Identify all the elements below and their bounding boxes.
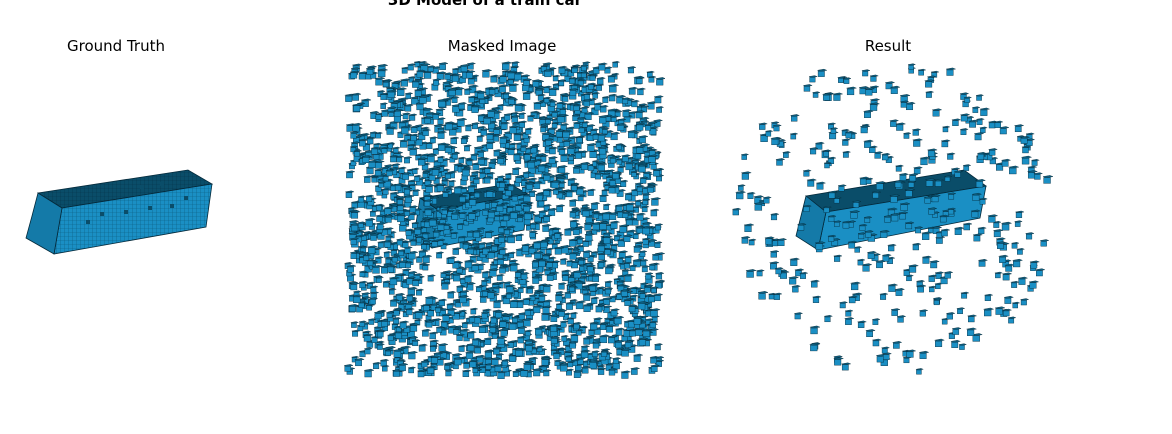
masked-noise-voxels [343, 60, 665, 379]
ground-truth-voxel-render [25, 169, 214, 255]
result-panel [728, 58, 1053, 380]
panel-title-masked-image: Masked Image [447, 37, 557, 55]
masked-voxel-render [343, 60, 665, 379]
result-noise-voxels [731, 63, 1053, 375]
panel-title-result: Result [864, 37, 912, 55]
panel-title-ground-truth: Ground Truth [67, 37, 165, 55]
ground-truth-panel [20, 160, 220, 260]
result-voxel-render [731, 63, 1053, 375]
train-end-face [25, 192, 63, 255]
masked-image-panel [340, 58, 665, 380]
figure-title: 3D Model of a train car [387, 0, 583, 9]
